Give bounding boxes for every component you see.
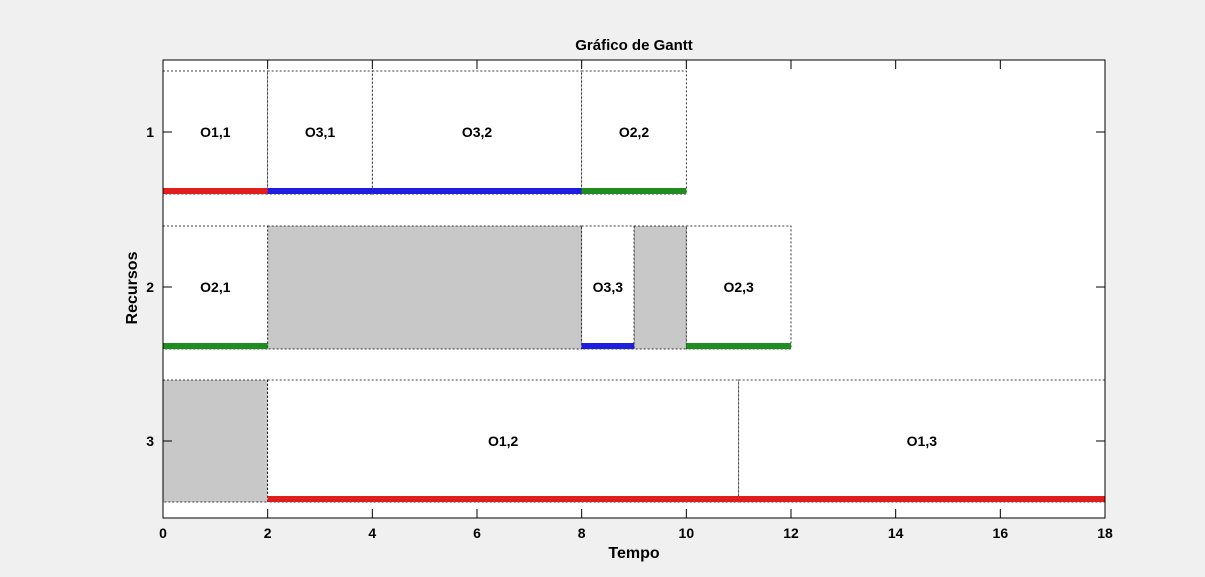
task-label: O3,3 bbox=[593, 279, 624, 295]
task-box bbox=[371, 70, 583, 195]
x-tick-label: 0 bbox=[159, 525, 167, 541]
idle-layer bbox=[162, 225, 687, 503]
task-box-layer bbox=[162, 70, 1106, 503]
x-tick-label: 4 bbox=[368, 525, 376, 541]
x-axis-label: Tempo bbox=[608, 545, 659, 562]
task-bar bbox=[372, 188, 582, 194]
task-label-layer: O1,1 O3,1 O3,2 O2,2 O2,1 O3,3 O2,3 O1,2 O1,3 bbox=[200, 124, 937, 449]
y-tick-label: 2 bbox=[146, 279, 154, 295]
task-label: O2,3 bbox=[723, 279, 754, 295]
task-bar bbox=[267, 496, 739, 502]
task-bar-layer bbox=[163, 188, 1105, 502]
task-box bbox=[162, 225, 269, 350]
task-bar bbox=[267, 188, 373, 194]
task-bar bbox=[581, 343, 634, 349]
task-bar bbox=[581, 188, 687, 194]
task-bar bbox=[163, 343, 268, 349]
task-label: O1,2 bbox=[488, 433, 519, 449]
y-tick-label: 1 bbox=[146, 124, 154, 140]
x-tick-label: 12 bbox=[783, 525, 799, 541]
task-box bbox=[581, 70, 687, 195]
task-label: O1,3 bbox=[907, 433, 938, 449]
x-tick-label: 6 bbox=[473, 525, 481, 541]
task-box bbox=[738, 379, 1106, 503]
x-tick-label: 16 bbox=[993, 525, 1009, 541]
task-label: O1,1 bbox=[200, 124, 231, 140]
task-box bbox=[581, 225, 635, 350]
task-label: O3,1 bbox=[305, 124, 336, 140]
chart-title: Gráfico de Gantt bbox=[575, 37, 693, 54]
task-bar bbox=[686, 343, 791, 349]
task-box bbox=[685, 225, 792, 350]
idle-block bbox=[267, 225, 583, 350]
task-bar bbox=[738, 496, 1105, 502]
idle-block bbox=[633, 225, 687, 350]
plot-frame bbox=[162, 59, 1106, 519]
y-axis-label: Recursos bbox=[124, 251, 141, 324]
task-label: O2,1 bbox=[200, 279, 231, 295]
task-label: O2,2 bbox=[619, 124, 650, 140]
y-tick-label: 3 bbox=[146, 433, 154, 449]
idle-block bbox=[162, 379, 269, 503]
x-tick-label: 2 bbox=[264, 525, 272, 541]
task-bar bbox=[163, 188, 268, 194]
task-box bbox=[267, 379, 740, 503]
task-box bbox=[267, 70, 373, 195]
task-label: O3,2 bbox=[462, 124, 493, 140]
x-tick-label: 18 bbox=[1097, 525, 1113, 541]
x-tick-label: 8 bbox=[578, 525, 586, 541]
x-tick-label: 14 bbox=[888, 525, 904, 541]
x-tick-label: 10 bbox=[679, 525, 695, 541]
